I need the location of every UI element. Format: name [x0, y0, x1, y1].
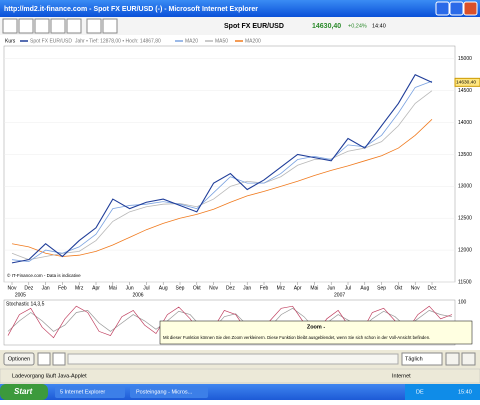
- tool[interactable]: [102, 18, 118, 34]
- legend-label: MA50: [215, 38, 228, 44]
- x-tick-label: Feb: [260, 285, 269, 291]
- applet: [0, 35, 480, 350]
- toolbar: [0, 17, 480, 35]
- status-bar: [0, 368, 480, 384]
- start-button[interactable]: [0, 384, 48, 400]
- task-button[interactable]: [55, 386, 125, 398]
- task-button[interactable]: [130, 386, 208, 398]
- year-label: 2006: [132, 292, 143, 298]
- x-tick-label: Feb: [58, 285, 67, 291]
- x-tick-label: Jun: [327, 285, 335, 291]
- x-tick-label: Mai: [310, 285, 318, 291]
- close[interactable]: [463, 1, 478, 16]
- stoch-tick-label: 100: [458, 299, 467, 305]
- x-tick-label: Jun: [126, 285, 134, 291]
- tool[interactable]: [18, 18, 34, 34]
- minimize[interactable]: [435, 1, 450, 16]
- interval-select[interactable]: [401, 352, 443, 366]
- tool[interactable]: [66, 18, 82, 34]
- x-tick-label: Dez: [24, 285, 33, 291]
- options-button[interactable]: [3, 352, 35, 366]
- zoom-out[interactable]: [445, 352, 460, 366]
- tool[interactable]: [86, 18, 102, 34]
- y-tick-label: 15000: [458, 56, 472, 62]
- tray: [405, 384, 480, 400]
- y-tick-label: 14000: [458, 120, 472, 126]
- tool-icons: [2, 18, 118, 34]
- stoch-line: [7, 305, 453, 339]
- year-label: 2007: [334, 292, 345, 298]
- window-title: http://md2.it-finance.com - Spot FX EUR/…: [4, 6, 258, 13]
- x-tick-label: Jan: [42, 285, 50, 291]
- x-tick-label: Jul: [143, 285, 149, 291]
- lang: DE: [416, 389, 424, 395]
- instrument: Spot FX EUR/USD: [224, 23, 284, 30]
- x-tick-label: Nov: [411, 285, 420, 291]
- title-bar: [0, 0, 480, 17]
- x-tick-label: Jan: [243, 285, 251, 291]
- x-tick-label: Sep: [377, 285, 386, 291]
- change: +0,24%: [348, 23, 367, 29]
- x-tick-label: Apr: [294, 285, 302, 291]
- x-tick-label: Mrz: [277, 285, 286, 291]
- interval-label: Täglich: [405, 356, 423, 362]
- x-tick-label: Okt: [193, 285, 201, 291]
- x-tick-label: Aug: [360, 285, 369, 291]
- copyright: © IT-Finance.com - Data is indicative: [7, 272, 81, 278]
- y-tick-label: 12500: [458, 216, 472, 222]
- stoch-label: Stochastic 14,3,5: [6, 301, 45, 307]
- legend-range: Jahr • Tief: 12878,00 • Hoch: 14867,80: [75, 38, 161, 44]
- x-tick-label: Mai: [109, 285, 117, 291]
- maximize[interactable]: [449, 1, 464, 16]
- y-tick-label: 11500: [458, 279, 472, 285]
- price-line: [11, 73, 433, 264]
- y-tick-label: 12000: [458, 247, 472, 253]
- start-label: Start: [14, 387, 33, 396]
- price-tag: [454, 77, 480, 87]
- task-label: Posteingang - Micros...: [136, 389, 193, 395]
- zoom-in[interactable]: [461, 352, 476, 366]
- legend-label: MA200: [245, 38, 261, 44]
- y-tick-label: 13000: [458, 184, 472, 190]
- task-label: 5 Internet Explorer: [60, 389, 105, 395]
- price-tag-label: 14630,40: [456, 80, 476, 86]
- x-tick-label: Jul: [345, 285, 351, 291]
- clock: 15:40: [458, 389, 472, 395]
- price: 14630,40: [312, 23, 341, 30]
- tooltip: [159, 320, 473, 345]
- icon-button[interactable]: [37, 352, 51, 366]
- x-tick-label: Apr: [92, 285, 100, 291]
- tool[interactable]: [2, 18, 18, 34]
- tool[interactable]: [34, 18, 50, 34]
- x-tick-label: Dez: [226, 285, 235, 291]
- tool[interactable]: [50, 18, 66, 34]
- stoch-line: [7, 307, 453, 334]
- x-tick-label: Aug: [159, 285, 168, 291]
- x-tick-label: Nov: [209, 285, 218, 291]
- time: 14:40: [372, 23, 386, 29]
- zone: Internet: [392, 373, 411, 379]
- scrollbar[interactable]: [67, 353, 399, 365]
- x-tick-label: Sep: [176, 285, 185, 291]
- x-tick-label: Dez: [428, 285, 437, 291]
- options-label: Optionen: [8, 356, 30, 362]
- status-text: Ladevorgang läuft Java-Applet: [12, 373, 87, 379]
- tooltip-title: Zoom -: [307, 324, 325, 330]
- legend-label: MA20: [185, 38, 198, 44]
- tooltip-text: Mit dieser Funktion können Sie den Zoom …: [163, 335, 430, 340]
- year-label: 2005: [15, 292, 26, 298]
- legend-kurs: Kurs: [5, 38, 16, 44]
- price-line: [11, 119, 433, 257]
- y-tick-label: 13500: [458, 152, 472, 158]
- y-tick-label: 14500: [458, 88, 472, 94]
- legend-label: Spot FX EUR/USD: [30, 38, 72, 44]
- x-tick-label: Mrz: [75, 285, 84, 291]
- icon-button[interactable]: [52, 352, 66, 366]
- price-line: [11, 90, 433, 261]
- x-tick-label: Nov: [8, 285, 17, 291]
- x-tick-label: Okt: [395, 285, 403, 291]
